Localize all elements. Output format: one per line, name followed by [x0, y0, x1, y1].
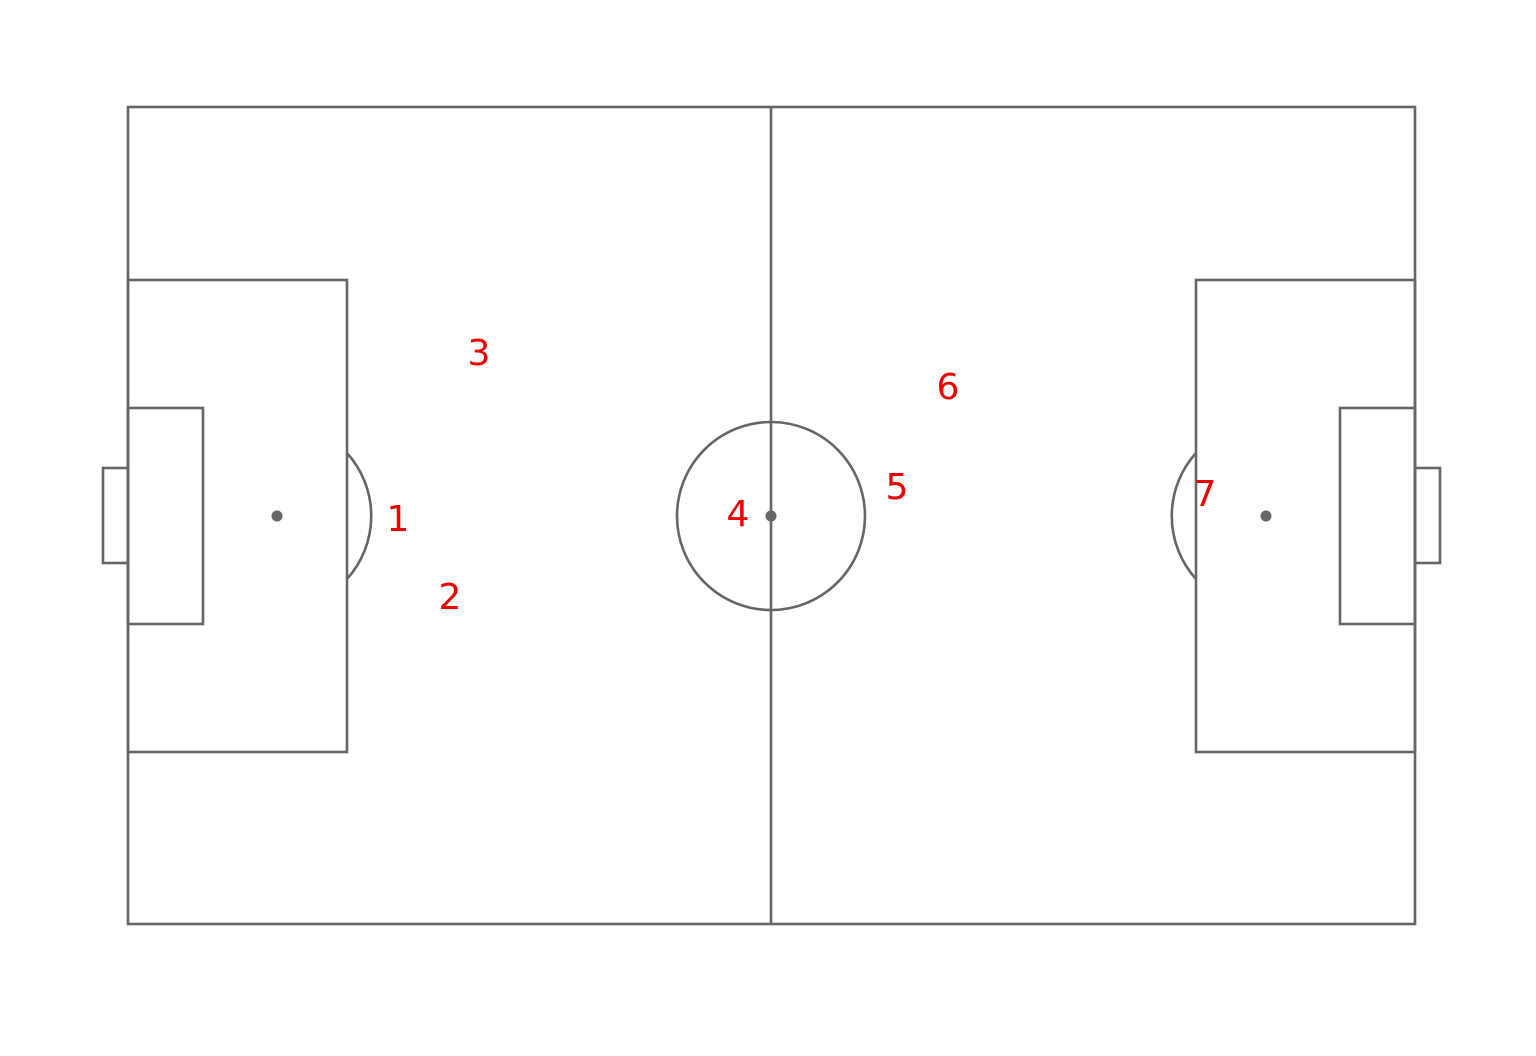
marker-label: 6: [937, 367, 960, 408]
marker-label: 2: [439, 577, 462, 618]
right-six-yard-box: [1338, 406, 1417, 626]
right-goal: [1413, 466, 1442, 565]
pitch-lines: [101, 105, 1442, 926]
centre-spot: [765, 510, 777, 522]
marker-label: 7: [1194, 474, 1217, 515]
marker-label: 5: [886, 467, 909, 508]
left-penalty-arc: [346, 452, 373, 580]
marker-label: 4: [727, 494, 750, 535]
left-goal: [101, 466, 130, 565]
left-penalty-area: [126, 278, 349, 754]
markers: 1 2 3 4 5 6 7: [387, 333, 1217, 618]
left-penalty-spot: [271, 510, 283, 522]
marker-label: 1: [387, 499, 410, 540]
centre-circle: [675, 420, 867, 612]
right-penalty-area: [1194, 278, 1417, 754]
left-six-yard-box: [126, 406, 205, 626]
right-penalty-arc: [1170, 452, 1197, 580]
right-penalty-spot: [1260, 510, 1272, 522]
marker-label: 3: [468, 333, 491, 374]
